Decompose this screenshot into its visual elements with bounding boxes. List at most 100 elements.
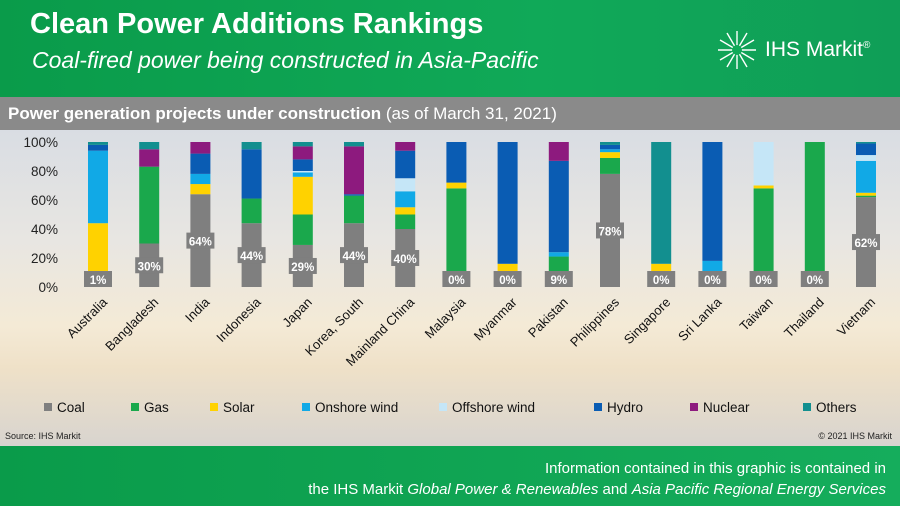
bar-segment-thailand-gas	[804, 142, 825, 287]
bar-segment-pakistan-nuclear	[548, 142, 569, 161]
bar-segment-australia-solar	[88, 223, 108, 286]
bar-segment-indonesia-gas	[241, 198, 262, 224]
page-subtitle: Coal-fired power being constructed in As…	[32, 47, 539, 73]
x-category-label-thailand: Thailand	[781, 295, 827, 341]
x-category-label-singapore: Singapore	[621, 295, 674, 348]
data-label-philippines: 78%	[598, 226, 621, 238]
data-label-taiwan: 0%	[755, 275, 772, 287]
legend-swatch-offshore-wind	[439, 403, 447, 411]
bar-segment-vietnam-solar	[856, 192, 876, 196]
footer-line-2: the IHS Markit Global Power & Renewables…	[308, 481, 886, 498]
bar-segment-pakistan-hydro	[548, 160, 569, 253]
source-note: Source: IHS Markit	[5, 431, 81, 441]
y-tick-label: 100%	[23, 135, 58, 150]
header-banner: Clean Power Additions Rankings Coal-fire…	[0, 0, 900, 97]
bar-segment-india-onshore-wind	[190, 173, 211, 185]
data-label-vietnam: 62%	[854, 238, 877, 250]
chart-title-date: (as of March 31, 2021)	[381, 104, 557, 123]
x-category-label-india: India	[182, 294, 213, 325]
bar-segment-indonesia-hydro	[241, 149, 262, 199]
legend-swatch-solar	[210, 403, 218, 411]
bar-segment-vietnam-gas	[856, 195, 876, 198]
bar-segment-mainland-china-solar	[395, 207, 416, 215]
legend-label-offshore-wind: Offshore wind	[452, 400, 535, 415]
bar-segment-indonesia-others	[241, 142, 262, 150]
bar-segment-pakistan-gas	[548, 256, 569, 274]
x-category-label-philippines: Philippines	[567, 294, 622, 349]
bar-segment-india-solar	[190, 184, 211, 195]
bar-segment-mainland-china-onshore-wind	[395, 191, 416, 208]
data-label-box-vietnam	[852, 234, 880, 251]
logo-registered-mark: ®	[863, 39, 871, 51]
x-category-label-myanmar: Myanmar	[471, 294, 520, 343]
bar-segment-mainland-china-gas	[395, 214, 416, 229]
page-title: Clean Power Additions Rankings	[30, 8, 484, 40]
footer-text-c: and	[598, 481, 632, 498]
legend-label-others: Others	[816, 400, 857, 415]
data-label-box-singapore	[647, 271, 676, 287]
bar-segment-mainland-china-hydro	[395, 150, 416, 179]
bar-segment-malaysia-hydro	[446, 142, 467, 183]
bar-segment-sri-lanka-hydro	[702, 142, 723, 261]
legend-swatch-nuclear	[690, 403, 698, 411]
legend-label-nuclear: Nuclear	[703, 400, 750, 415]
bar-segment-pakistan-onshore-wind	[548, 252, 569, 257]
legend-swatch-onshore-wind	[302, 403, 310, 411]
bar-segment-vietnam-onshore-wind	[856, 160, 876, 193]
data-label-box-bangladesh	[135, 257, 164, 274]
y-tick-label: 60%	[31, 193, 58, 208]
bar-segment-japan-hydro	[292, 159, 313, 171]
data-label-box-japan	[288, 257, 317, 274]
data-label-pakistan: 9%	[550, 275, 567, 287]
bar-segment-korea-south-others	[344, 142, 364, 147]
bar-segment-korea-south-gas	[344, 195, 364, 224]
bar-segment-japan-solar	[292, 176, 313, 215]
bar-segment-vietnam-offshore-wind	[856, 155, 876, 161]
data-label-box-india	[186, 232, 215, 249]
legend-label-gas: Gas	[144, 400, 169, 415]
data-label-myanmar: 0%	[499, 275, 516, 287]
legend-label-onshore-wind: Onshore wind	[315, 400, 398, 415]
data-label-box-sri-lanka	[698, 271, 727, 287]
bar-segment-australia-onshore-wind	[88, 150, 108, 224]
y-tick-label: 0%	[38, 280, 58, 295]
data-label-australia: 1%	[90, 275, 107, 287]
bar-segment-vietnam-others	[856, 142, 876, 144]
ihs-markit-logo: IHS Markit ®	[715, 28, 870, 72]
data-label-box-pakistan	[544, 271, 573, 287]
bar-segment-bangladesh-others	[139, 142, 160, 150]
footer-banner: Information contained in this graphic is…	[0, 446, 900, 506]
data-label-box-malaysia	[442, 271, 471, 287]
data-label-box-taiwan	[749, 271, 778, 287]
data-label-mainland-china: 40%	[394, 254, 417, 266]
bar-segment-japan-offshore-wind	[292, 171, 313, 173]
chart-title-bold: Power generation projects under construc…	[8, 104, 382, 123]
footer-product-1: Global Power & Renewables	[407, 481, 599, 498]
data-label-box-australia	[84, 271, 112, 287]
bar-segment-singapore-others	[651, 142, 672, 264]
bar-segment-mainland-china-nuclear	[395, 142, 416, 151]
bar-segment-philippines-gas	[600, 157, 620, 174]
bar-segment-japan-onshore-wind	[292, 172, 313, 177]
data-label-box-korea-south	[340, 247, 368, 264]
copyright-note: © 2021 IHS Markit	[818, 431, 892, 441]
data-label-malaysia: 0%	[448, 275, 465, 287]
x-category-label-taiwan: Taiwan	[736, 295, 775, 334]
legend-label-coal: Coal	[57, 400, 85, 415]
bar-segment-australia-hydro	[88, 144, 108, 151]
bar-segment-philippines-onshore-wind	[600, 149, 620, 153]
bar-segment-bangladesh-nuclear	[139, 149, 160, 167]
logo-text: IHS Markit	[765, 38, 864, 61]
x-category-label-australia: Australia	[64, 294, 111, 341]
y-tick-label: 20%	[31, 251, 58, 266]
bar-segment-japan-others	[292, 142, 313, 147]
legend-label-hydro: Hydro	[607, 400, 643, 415]
legend-swatch-gas	[131, 403, 139, 411]
bar-segment-india-hydro	[190, 153, 211, 174]
data-label-korea-south: 44%	[342, 251, 365, 263]
x-category-label-japan: Japan	[279, 295, 315, 331]
data-label-japan: 29%	[291, 262, 314, 274]
bar-segment-taiwan-solar	[753, 185, 774, 189]
bar-segment-bangladesh-gas	[139, 166, 160, 244]
bar-segment-taiwan-offshore-wind	[753, 142, 774, 186]
